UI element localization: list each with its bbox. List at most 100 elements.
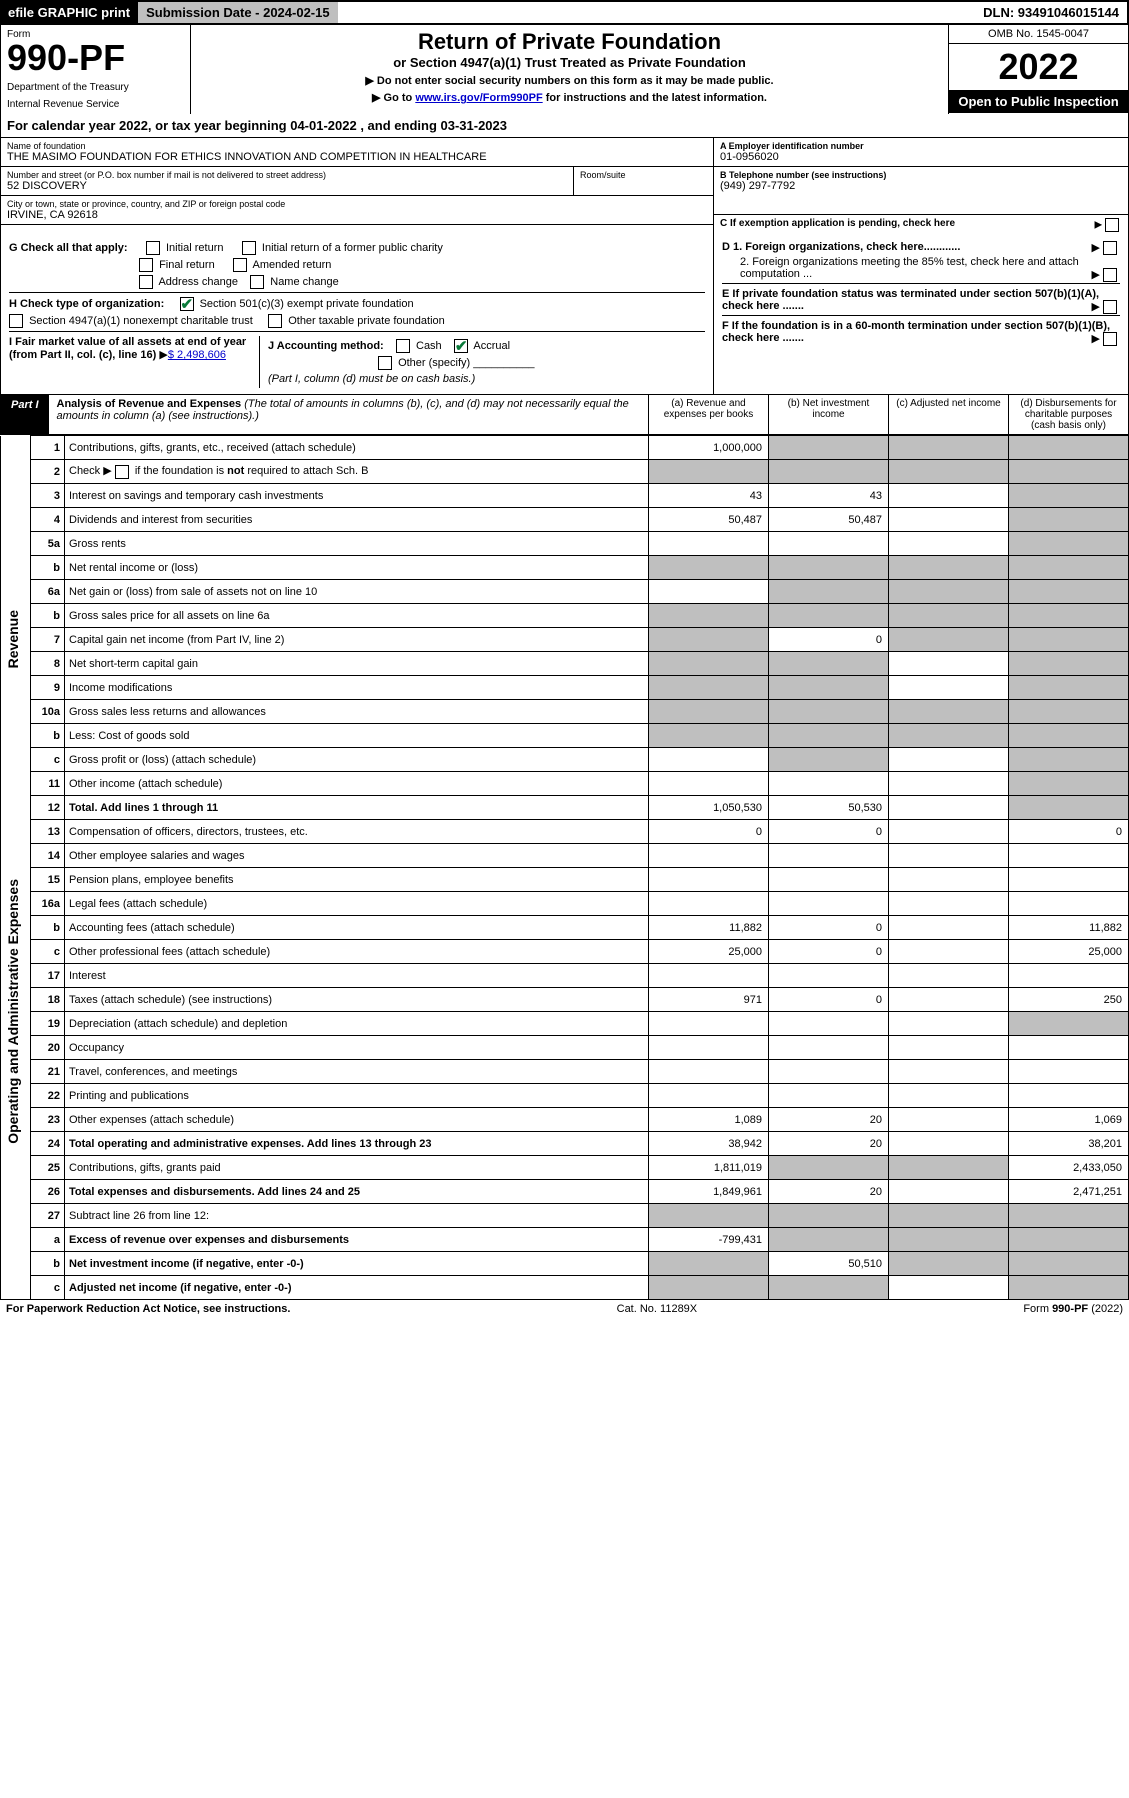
room-label: Room/suite	[580, 170, 707, 180]
note-url: ▶ Go to www.irs.gov/Form990PF for instru…	[199, 91, 940, 104]
city-state-zip: IRVINE, CA 92618	[7, 209, 707, 221]
name-label: Name of foundation	[7, 141, 707, 151]
omb-number: OMB No. 1545-0047	[949, 25, 1128, 44]
table-row: 22Printing and publications	[1, 1084, 1129, 1108]
part1-table: Revenue 1Contributions, gifts, grants, e…	[0, 435, 1129, 1300]
table-row: bGross sales price for all assets on lin…	[1, 604, 1129, 628]
table-row: 19Depreciation (attach schedule) and dep…	[1, 1012, 1129, 1036]
h-501c3-checkbox[interactable]	[180, 297, 194, 311]
table-row: Revenue 1Contributions, gifts, grants, e…	[1, 436, 1129, 460]
table-row: 26Total expenses and disbursements. Add …	[1, 1180, 1129, 1204]
table-row: 27Subtract line 26 from line 12:	[1, 1204, 1129, 1228]
street-address: 52 DISCOVERY	[7, 180, 567, 192]
foundation-info: Name of foundation THE MASIMO FOUNDATION…	[0, 138, 1129, 232]
form-header: Form 990-PF Department of the Treasury I…	[0, 25, 1129, 114]
part1-header: Part I Analysis of Revenue and Expenses …	[0, 395, 1129, 435]
addr-label: Number and street (or P.O. box number if…	[7, 170, 567, 180]
open-public: Open to Public Inspection	[949, 90, 1128, 113]
table-row: 6aNet gain or (loss) from sale of assets…	[1, 580, 1129, 604]
h-4947-checkbox[interactable]	[9, 314, 23, 328]
dept-irs: Internal Revenue Service	[7, 99, 184, 110]
table-row: 17Interest	[1, 964, 1129, 988]
g-namechg-checkbox[interactable]	[250, 275, 264, 289]
g-row: G Check all that apply: Initial return I…	[9, 241, 705, 255]
table-row: bNet investment income (if negative, ent…	[1, 1252, 1129, 1276]
phone: (949) 297-7792	[720, 180, 1122, 192]
f-label: F If the foundation is in a 60-month ter…	[722, 320, 1110, 344]
form-ref: Form 990-PF (2022)	[1023, 1303, 1123, 1315]
table-row: 10aGross sales less returns and allowanc…	[1, 700, 1129, 724]
part1-tag: Part I	[1, 395, 49, 434]
col-d-header: (d) Disbursements for charitable purpose…	[1008, 395, 1128, 434]
form-number: 990-PF	[7, 40, 184, 76]
e-checkbox[interactable]	[1103, 300, 1117, 314]
table-row: 4Dividends and interest from securities5…	[1, 508, 1129, 532]
d2-checkbox[interactable]	[1103, 268, 1117, 282]
table-row: 8Net short-term capital gain	[1, 652, 1129, 676]
f-checkbox[interactable]	[1103, 332, 1117, 346]
table-row: 2Check ▶ if the foundation is not requir…	[1, 460, 1129, 484]
table-row: cAdjusted net income (if negative, enter…	[1, 1276, 1129, 1300]
ein-label: A Employer identification number	[720, 141, 1122, 151]
submission-date: Submission Date - 2024-02-15	[136, 2, 338, 23]
c-checkbox[interactable]	[1105, 218, 1119, 232]
table-row: cOther professional fees (attach schedul…	[1, 940, 1129, 964]
table-row: 5aGross rents	[1, 532, 1129, 556]
j-cash-checkbox[interactable]	[396, 339, 410, 353]
calendar-year-line: For calendar year 2022, or tax year begi…	[0, 114, 1129, 138]
table-row: 7Capital gain net income (from Part IV, …	[1, 628, 1129, 652]
form990pf-link[interactable]: www.irs.gov/Form990PF	[415, 92, 542, 104]
table-row: 24Total operating and administrative exp…	[1, 1132, 1129, 1156]
table-row: 16aLegal fees (attach schedule)	[1, 892, 1129, 916]
i-value: $ 2,498,606	[168, 349, 226, 361]
table-row: 13Compensation of officers, directors, t…	[1, 820, 1129, 844]
table-row: 21Travel, conferences, and meetings	[1, 1060, 1129, 1084]
dept-treasury: Department of the Treasury	[7, 82, 184, 93]
g-addrchg-checkbox[interactable]	[139, 275, 153, 289]
col-c-header: (c) Adjusted net income	[888, 395, 1008, 434]
form-title: Return of Private Foundation	[199, 29, 940, 55]
ein: 01-0956020	[720, 151, 1122, 163]
foundation-name: THE MASIMO FOUNDATION FOR ETHICS INNOVAT…	[7, 151, 707, 163]
c-label: C If exemption application is pending, c…	[720, 218, 955, 229]
top-bar: efile GRAPHIC print Submission Date - 20…	[0, 0, 1129, 25]
table-row: 3Interest on savings and temporary cash …	[1, 484, 1129, 508]
g-initial-checkbox[interactable]	[146, 241, 160, 255]
table-row: 9Income modifications	[1, 676, 1129, 700]
revenue-label: Revenue	[5, 610, 21, 668]
table-row: 12Total. Add lines 1 through 111,050,530…	[1, 796, 1129, 820]
table-row: bAccounting fees (attach schedule)11,882…	[1, 916, 1129, 940]
dln: DLN: 93491046015144	[975, 2, 1127, 23]
paperwork-notice: For Paperwork Reduction Act Notice, see …	[6, 1303, 290, 1315]
opex-label: Operating and Administrative Expenses	[5, 879, 21, 1144]
j-accrual-checkbox[interactable]	[454, 339, 468, 353]
table-row: 23Other expenses (attach schedule)1,0892…	[1, 1108, 1129, 1132]
g-former-checkbox[interactable]	[242, 241, 256, 255]
note-ssn: ▶ Do not enter social security numbers o…	[199, 74, 940, 87]
g-amended-checkbox[interactable]	[233, 258, 247, 272]
g-final-checkbox[interactable]	[139, 258, 153, 272]
cat-number: Cat. No. 11289X	[290, 1303, 1023, 1315]
table-row: 25Contributions, gifts, grants paid1,811…	[1, 1156, 1129, 1180]
tax-year: 2022	[949, 44, 1128, 90]
phone-label: B Telephone number (see instructions)	[720, 170, 1122, 180]
table-row: bLess: Cost of goods sold	[1, 724, 1129, 748]
check-sections: G Check all that apply: Initial return I…	[0, 232, 1129, 395]
table-row: 18Taxes (attach schedule) (see instructi…	[1, 988, 1129, 1012]
j-other-checkbox[interactable]	[378, 356, 392, 370]
d2-label: 2. Foreign organizations meeting the 85%…	[740, 256, 1079, 280]
table-row: 20Occupancy	[1, 1036, 1129, 1060]
schb-checkbox[interactable]	[115, 465, 129, 479]
table-row: bNet rental income or (loss)	[1, 556, 1129, 580]
d1-label: D 1. Foreign organizations, check here..…	[722, 241, 960, 253]
table-row: aExcess of revenue over expenses and dis…	[1, 1228, 1129, 1252]
h-other-checkbox[interactable]	[268, 314, 282, 328]
city-label: City or town, state or province, country…	[7, 199, 707, 209]
d1-checkbox[interactable]	[1103, 241, 1117, 255]
table-row: Operating and Administrative Expenses 14…	[1, 844, 1129, 868]
table-row: cGross profit or (loss) (attach schedule…	[1, 748, 1129, 772]
e-label: E If private foundation status was termi…	[722, 288, 1099, 312]
form-subtitle: or Section 4947(a)(1) Trust Treated as P…	[199, 55, 940, 70]
col-a-header: (a) Revenue and expenses per books	[648, 395, 768, 434]
col-b-header: (b) Net investment income	[768, 395, 888, 434]
